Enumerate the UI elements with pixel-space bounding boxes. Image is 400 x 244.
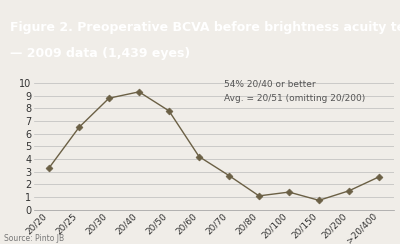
Text: Source: Pinto JB: Source: Pinto JB <box>4 234 64 243</box>
Text: 54% 20/40 or better: 54% 20/40 or better <box>224 79 316 88</box>
Text: Avg. = 20/51 (omitting 20/200): Avg. = 20/51 (omitting 20/200) <box>224 94 365 103</box>
Text: Figure 2. Preoperative BCVA before brightness acuity test: Figure 2. Preoperative BCVA before brigh… <box>10 21 400 34</box>
Text: — 2009 data (1,439 eyes): — 2009 data (1,439 eyes) <box>10 47 190 60</box>
